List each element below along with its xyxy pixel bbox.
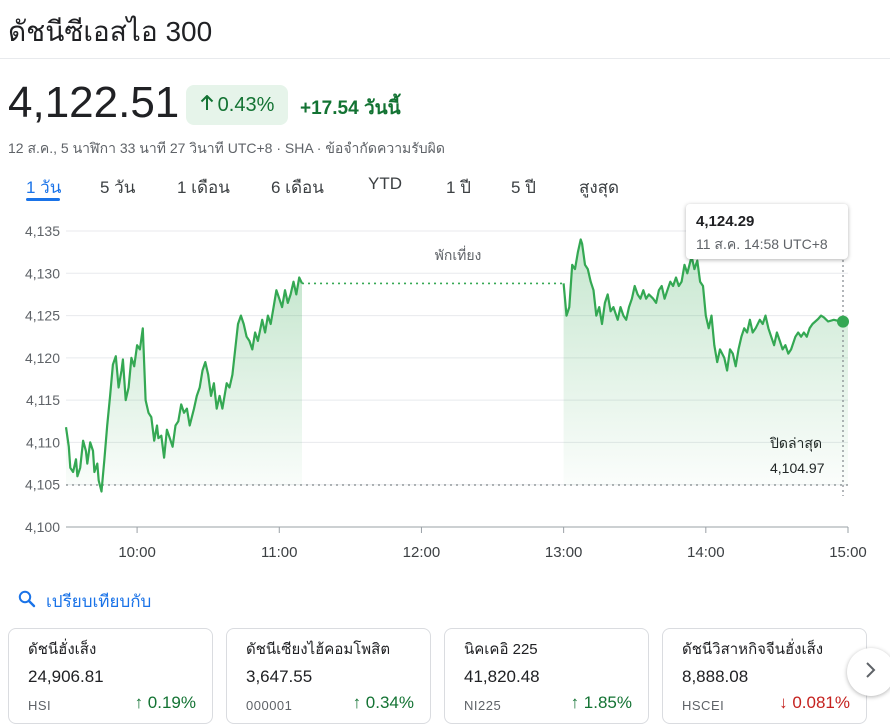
tooltip-value: 4,124.29 bbox=[696, 213, 755, 230]
active-tab-indicator bbox=[26, 198, 60, 201]
price-chart[interactable]: 4,100 4,105 4,110 4,115 4,120 4,125 4,130 4,135… bbox=[0, 205, 890, 575]
card-value: 41,820.48 bbox=[464, 667, 540, 686]
card-name: ดัชนีเซียงไฮ้คอมโพสิต bbox=[246, 641, 391, 658]
arrow-up-icon: ↑ bbox=[352, 693, 362, 712]
tooltip-time: 11 ส.ค. 14:58 UTC+8 bbox=[696, 236, 828, 252]
card-symbol: 000001 bbox=[246, 698, 293, 713]
change-value-text: +17.54 วันนี้ bbox=[300, 93, 401, 123]
y-tick-label: 4,120 bbox=[25, 350, 60, 366]
change-percent-badge: 0.43% bbox=[186, 85, 288, 125]
x-tick-label: 12:00 bbox=[403, 544, 441, 561]
time-range-tabs: 1 วัน 5 วัน 1 เดือน 6 เดือน YTD 1 ปี 5 ป… bbox=[0, 170, 700, 202]
compare-link[interactable]: เปรียบเทียบกับ bbox=[18, 588, 151, 615]
tab-5-days[interactable]: 5 วัน bbox=[100, 178, 136, 197]
search-icon bbox=[18, 590, 36, 613]
y-tick-label: 4,130 bbox=[25, 265, 60, 281]
change-value: +17.54 bbox=[300, 98, 359, 119]
hover-point bbox=[837, 315, 849, 328]
tab-1-year[interactable]: 1 ปี bbox=[446, 178, 471, 197]
card-name: นิคเคอิ 225 bbox=[464, 641, 538, 658]
x-tick-label: 14:00 bbox=[687, 544, 725, 561]
morning-series-area bbox=[66, 277, 302, 492]
tab-max[interactable]: สูงสุด bbox=[579, 178, 620, 197]
card-change: ↓ 0.081% bbox=[779, 693, 850, 712]
chevron-right-icon bbox=[865, 661, 877, 684]
quote-meta: 12 ส.ค., 5 นาฬิกา 33 นาที 27 วินาที UTC+… bbox=[8, 140, 445, 156]
y-tick-label: 4,135 bbox=[25, 223, 60, 239]
arrow-up-icon: ↑ bbox=[570, 693, 580, 712]
y-tick-label: 4,105 bbox=[25, 477, 60, 493]
tab-ytd[interactable]: YTD bbox=[368, 174, 402, 193]
x-tick-label: 11:00 bbox=[261, 544, 297, 561]
arrow-up-icon bbox=[200, 94, 214, 117]
page-title: ดัชนีซีเอสไอ 300 bbox=[8, 16, 213, 47]
current-price: 4,122.51 bbox=[8, 78, 180, 127]
y-tick-label: 4,100 bbox=[25, 519, 60, 535]
card-change: ↑ 0.34% bbox=[352, 693, 414, 712]
card-change: ↑ 1.85% bbox=[570, 693, 632, 712]
tab-6-months[interactable]: 6 เดือน bbox=[271, 178, 324, 197]
tab-1-day[interactable]: 1 วัน bbox=[26, 178, 62, 197]
card-value: 24,906.81 bbox=[28, 667, 104, 686]
lunch-break-label: พักเที่ยง bbox=[435, 246, 482, 263]
tab-5-years[interactable]: 5 ปี bbox=[511, 178, 536, 197]
y-tick-label: 4,125 bbox=[25, 308, 60, 324]
afternoon-series-area bbox=[563, 239, 848, 485]
x-tick-label: 10:00 bbox=[118, 544, 156, 561]
header-divider bbox=[0, 58, 890, 59]
compare-card-hscei[interactable]: ดัชนีวิสาหกิจจีนฮั่งเส็ง 8,888.08 HSCEI … bbox=[662, 628, 867, 724]
card-value: 8,888.08 bbox=[682, 667, 749, 686]
arrow-up-icon: ↑ bbox=[134, 693, 144, 712]
compare-card-nikkei[interactable]: นิคเคอิ 225 41,820.48 NI225 ↑ 1.85% bbox=[444, 628, 649, 724]
compare-card-shanghai[interactable]: ดัชนีเซียงไฮ้คอมโพสิต 3,647.55 000001 ↑ … bbox=[226, 628, 431, 724]
card-change: ↑ 0.19% bbox=[134, 693, 196, 712]
y-tick-label: 4,115 bbox=[26, 392, 60, 408]
tab-1-month[interactable]: 1 เดือน bbox=[177, 178, 230, 197]
card-symbol: HSCEI bbox=[682, 698, 725, 713]
change-period: วันนี้ bbox=[363, 98, 401, 119]
x-tick-label: 15:00 bbox=[829, 544, 867, 561]
chart-tooltip: 4,124.29 11 ส.ค. 14:58 UTC+8 bbox=[686, 204, 848, 259]
card-name: ดัชนีวิสาหกิจจีนฮั่งเส็ง bbox=[682, 641, 824, 658]
card-name: ดัชนีฮั่งเส็ง bbox=[28, 641, 97, 658]
compare-card-hsi[interactable]: ดัชนีฮั่งเส็ง 24,906.81 HSI ↑ 0.19% bbox=[8, 628, 213, 724]
y-tick-label: 4,110 bbox=[26, 434, 60, 450]
change-percent-value: 0.43% bbox=[217, 93, 275, 116]
next-cards-button[interactable] bbox=[847, 648, 890, 696]
card-value: 3,647.55 bbox=[246, 667, 313, 686]
arrow-down-icon: ↓ bbox=[779, 693, 788, 712]
card-symbol: HSI bbox=[28, 698, 52, 713]
card-symbol: NI225 bbox=[464, 698, 502, 713]
x-tick-label: 13:00 bbox=[545, 544, 583, 561]
afternoon-series-line bbox=[562, 238, 849, 372]
morning-series-line bbox=[64, 276, 303, 493]
compare-label: เปรียบเทียบกับ bbox=[46, 592, 152, 611]
